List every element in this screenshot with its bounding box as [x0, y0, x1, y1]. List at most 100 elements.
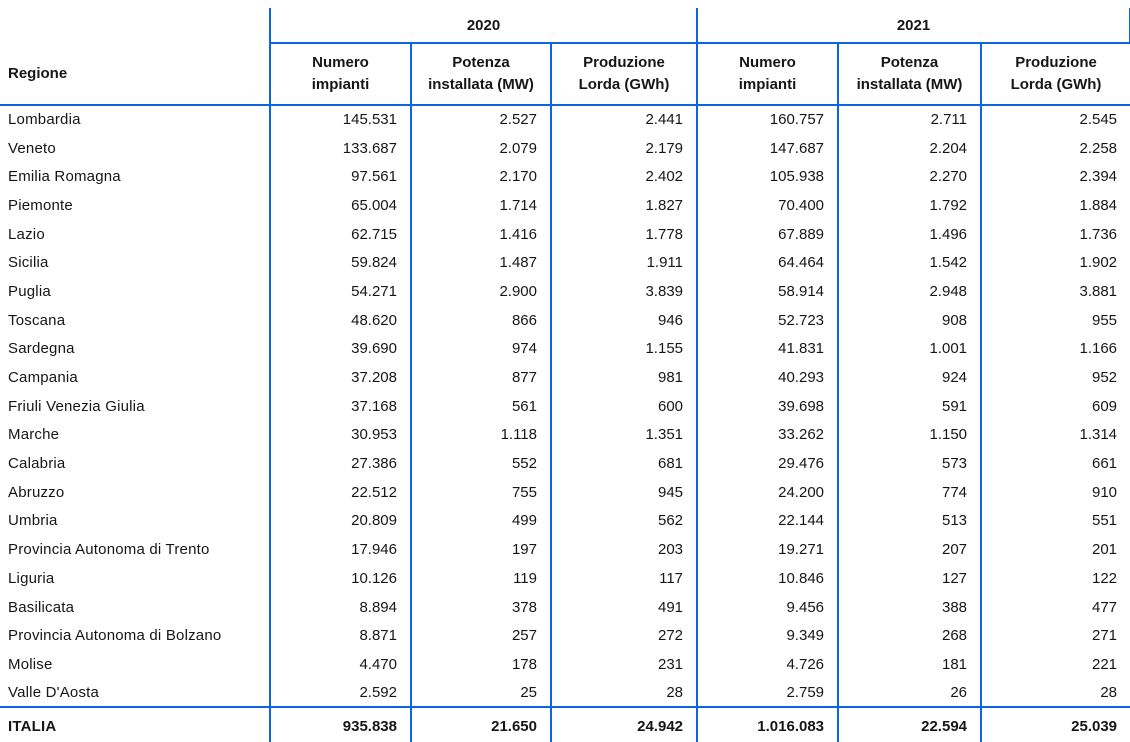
value-cell: 774: [837, 477, 982, 507]
value-cell: 19.271: [696, 535, 839, 564]
value-cell: 17.946: [269, 535, 411, 564]
total-region-cell: ITALIA: [0, 706, 270, 742]
value-cell: 1.118: [410, 420, 551, 450]
value-cell: 2.204: [837, 133, 982, 163]
value-cell: 133.687: [269, 133, 411, 163]
value-cell: 561: [410, 391, 551, 421]
value-cell: 2.079: [410, 133, 551, 163]
value-cell: 477: [980, 592, 1130, 622]
region-cell: Sicilia: [8, 254, 49, 272]
region-column-header: Regione: [0, 43, 270, 106]
table-row: Lazio 62.715 1.416 1.778 67.889 1.496 1.736: [0, 219, 1130, 249]
table-row: Provincia Autonoma di Trento 17.946 197 203…: [0, 535, 1130, 564]
value-cell: 513: [837, 506, 982, 536]
region-cell: Molise: [8, 655, 53, 673]
col-header-2021-produzione-lorda: Produzione Lorda (GWh): [980, 43, 1130, 106]
value-cell: 27.386: [269, 449, 411, 478]
value-cell: 2.394: [980, 162, 1130, 192]
value-cell: 681: [549, 449, 698, 478]
value-cell: 952: [980, 363, 1130, 392]
value-cell: 946: [549, 305, 698, 335]
value-cell: 37.168: [269, 391, 411, 421]
value-cell: 8.871: [269, 621, 411, 651]
value-cell: 67.889: [696, 219, 839, 249]
value-cell: 37.208: [269, 363, 411, 392]
value-cell: 147.687: [696, 133, 839, 163]
region-cell: Lombardia: [8, 111, 81, 129]
region-cell: Toscana: [8, 311, 66, 329]
table-row: Sicilia 59.824 1.487 1.911 64.464 1.542 1.902: [0, 248, 1130, 278]
region-cell: Marche: [8, 426, 60, 444]
value-cell: 119: [410, 564, 551, 593]
value-cell: 1.155: [549, 334, 698, 364]
value-cell: 1.911: [549, 248, 698, 278]
value-cell: 2.592: [269, 678, 411, 708]
value-cell: 2.441: [549, 105, 698, 134]
value-cell: 955: [980, 305, 1130, 335]
value-cell: 122: [980, 564, 1130, 593]
region-cell: Sardegna: [8, 340, 75, 358]
region-cell: Abruzzo: [8, 483, 65, 501]
value-cell: 207: [837, 535, 982, 564]
value-cell: 981: [549, 363, 698, 392]
table-row: Sardegna 39.690 974 1.155 41.831 1.001 1.166: [0, 334, 1130, 364]
value-cell: 271: [980, 621, 1130, 651]
value-cell: 26: [837, 678, 982, 708]
region-cell: Umbria: [8, 512, 58, 530]
value-cell: 22.144: [696, 506, 839, 536]
total-row: ITALIA 935.838 21.650 24.942 1.016.083 2…: [0, 706, 1130, 742]
table-row: Basilicata 8.894 378 491 9.456 388 477: [0, 592, 1130, 622]
total-value-cell: 25.039: [980, 706, 1130, 742]
value-cell: 65.004: [269, 191, 411, 220]
table-row: Puglia 54.271 2.900 3.839 58.914 2.948 3.881: [0, 277, 1130, 306]
value-cell: 22.512: [269, 477, 411, 507]
region-cell: Campania: [8, 369, 78, 387]
region-cell: Valle D'Aosta: [8, 684, 100, 702]
value-cell: 48.620: [269, 305, 411, 335]
value-cell: 1.351: [549, 420, 698, 450]
table-row: Piemonte 65.004 1.714 1.827 70.400 1.792 1.884: [0, 191, 1130, 220]
region-cell: Calabria: [8, 455, 66, 473]
value-cell: 160.757: [696, 105, 839, 134]
value-cell: 10.126: [269, 564, 411, 593]
value-cell: 41.831: [696, 334, 839, 364]
value-cell: 2.258: [980, 133, 1130, 163]
value-cell: 2.270: [837, 162, 982, 192]
table-row: Campania 37.208 877 981 40.293 924 952: [0, 363, 1130, 392]
table-row: Provincia Autonoma di Bolzano 8.871 257 272…: [0, 621, 1130, 651]
value-cell: 272: [549, 621, 698, 651]
value-cell: 552: [410, 449, 551, 478]
value-cell: 29.476: [696, 449, 839, 478]
total-value-cell: 24.942: [549, 706, 698, 742]
region-cell: Emilia Romagna: [8, 168, 121, 186]
value-cell: 2.900: [410, 277, 551, 306]
table-row: Calabria 27.386 552 681 29.476 573 661: [0, 449, 1130, 478]
value-cell: 30.953: [269, 420, 411, 450]
value-cell: 231: [549, 650, 698, 679]
total-value-cell: 935.838: [269, 706, 411, 742]
value-cell: 1.487: [410, 248, 551, 278]
value-cell: 924: [837, 363, 982, 392]
value-cell: 2.545: [980, 105, 1130, 134]
value-cell: 54.271: [269, 277, 411, 306]
region-cell: Piemonte: [8, 196, 73, 214]
total-value-cell: 21.650: [410, 706, 551, 742]
value-cell: 1.496: [837, 219, 982, 249]
region-cell: Veneto: [8, 139, 56, 157]
value-cell: 105.938: [696, 162, 839, 192]
region-cell: Provincia Autonoma di Bolzano: [8, 627, 222, 645]
value-cell: 3.839: [549, 277, 698, 306]
value-cell: 2.711: [837, 105, 982, 134]
value-cell: 28: [549, 678, 698, 708]
value-cell: 1.166: [980, 334, 1130, 364]
value-cell: 203: [549, 535, 698, 564]
value-cell: 127: [837, 564, 982, 593]
value-cell: 945: [549, 477, 698, 507]
year-header-row: 2020 2021: [0, 8, 1130, 44]
col-header-2020-produzione-lorda: Produzione Lorda (GWh): [549, 43, 698, 106]
region-cell: Puglia: [8, 282, 51, 300]
value-cell: 2.179: [549, 133, 698, 163]
value-cell: 1.778: [549, 219, 698, 249]
value-cell: 9.456: [696, 592, 839, 622]
